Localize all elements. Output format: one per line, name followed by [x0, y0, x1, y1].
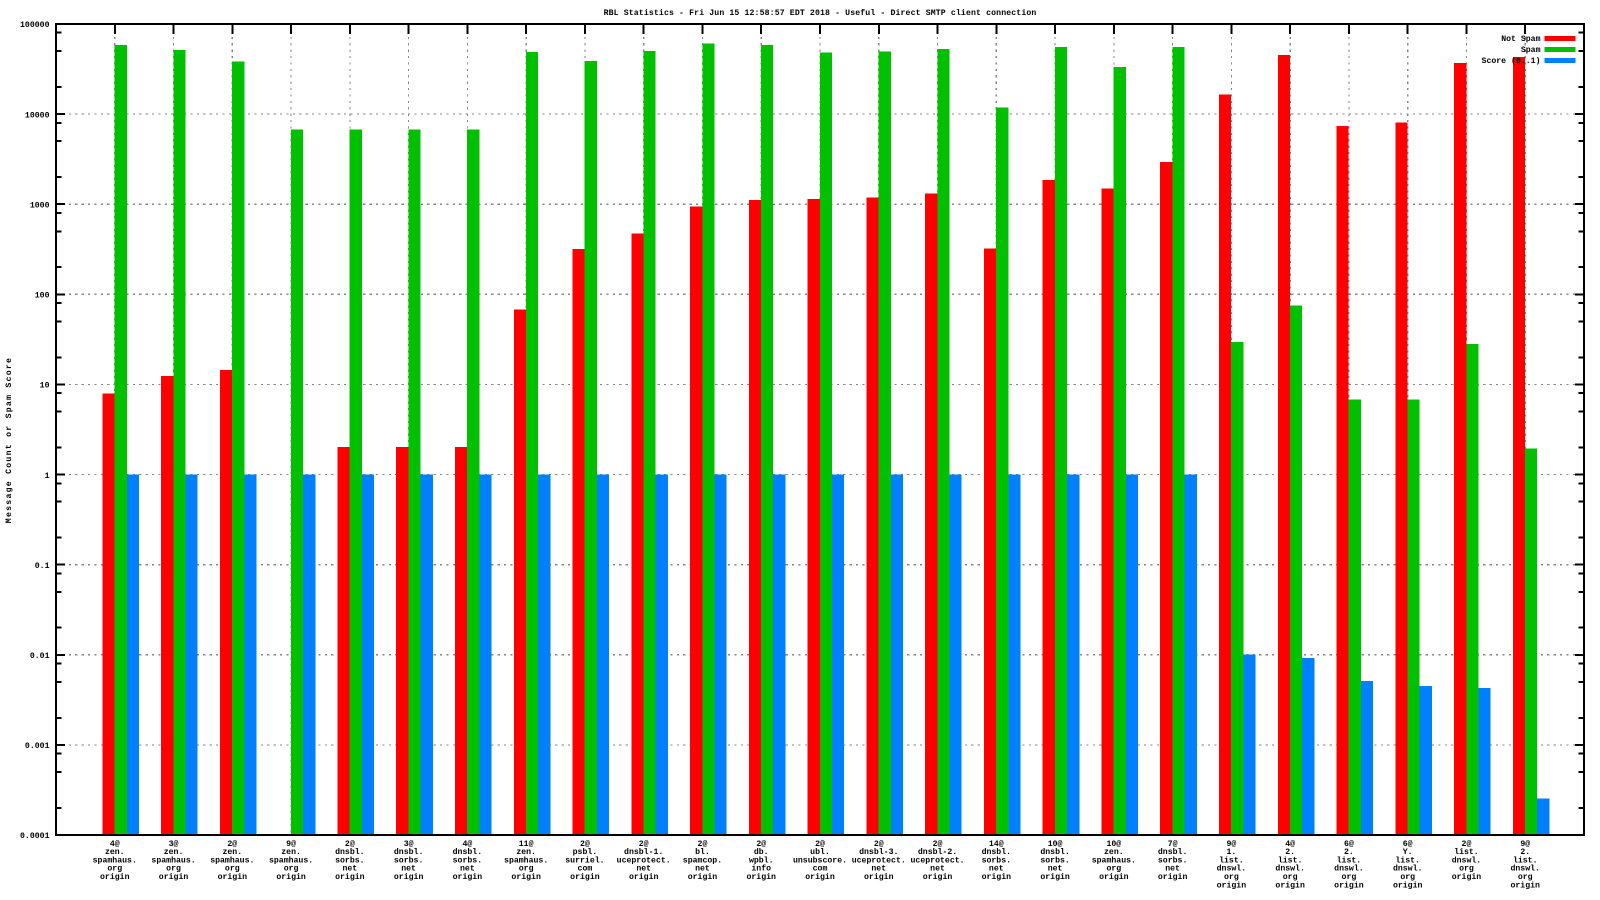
svg-text:0.01: 0.01: [30, 652, 50, 661]
svg-text:1: 1: [45, 472, 50, 481]
svg-text:100: 100: [35, 292, 50, 301]
svg-text:Spam: Spam: [1521, 46, 1541, 55]
svg-text:Not Spam: Not Spam: [1501, 35, 1540, 44]
svg-text:10: 10: [40, 382, 50, 391]
svg-text:100000: 100000: [20, 21, 50, 30]
svg-text:10000: 10000: [25, 111, 50, 120]
svg-text:0.1: 0.1: [35, 562, 50, 571]
svg-text:Message Count or Spam Score: Message Count or Spam Score: [5, 357, 14, 523]
svg-text:Score (0..1): Score (0..1): [1482, 56, 1541, 66]
svg-text:0.001: 0.001: [25, 742, 50, 751]
svg-text:0.0001: 0.0001: [20, 832, 50, 841]
svg-text:RBL Statistics - Fri Jun 15 12: RBL Statistics - Fri Jun 15 12:58:57 EDT…: [604, 8, 1037, 18]
svg-text:1000: 1000: [30, 201, 50, 210]
